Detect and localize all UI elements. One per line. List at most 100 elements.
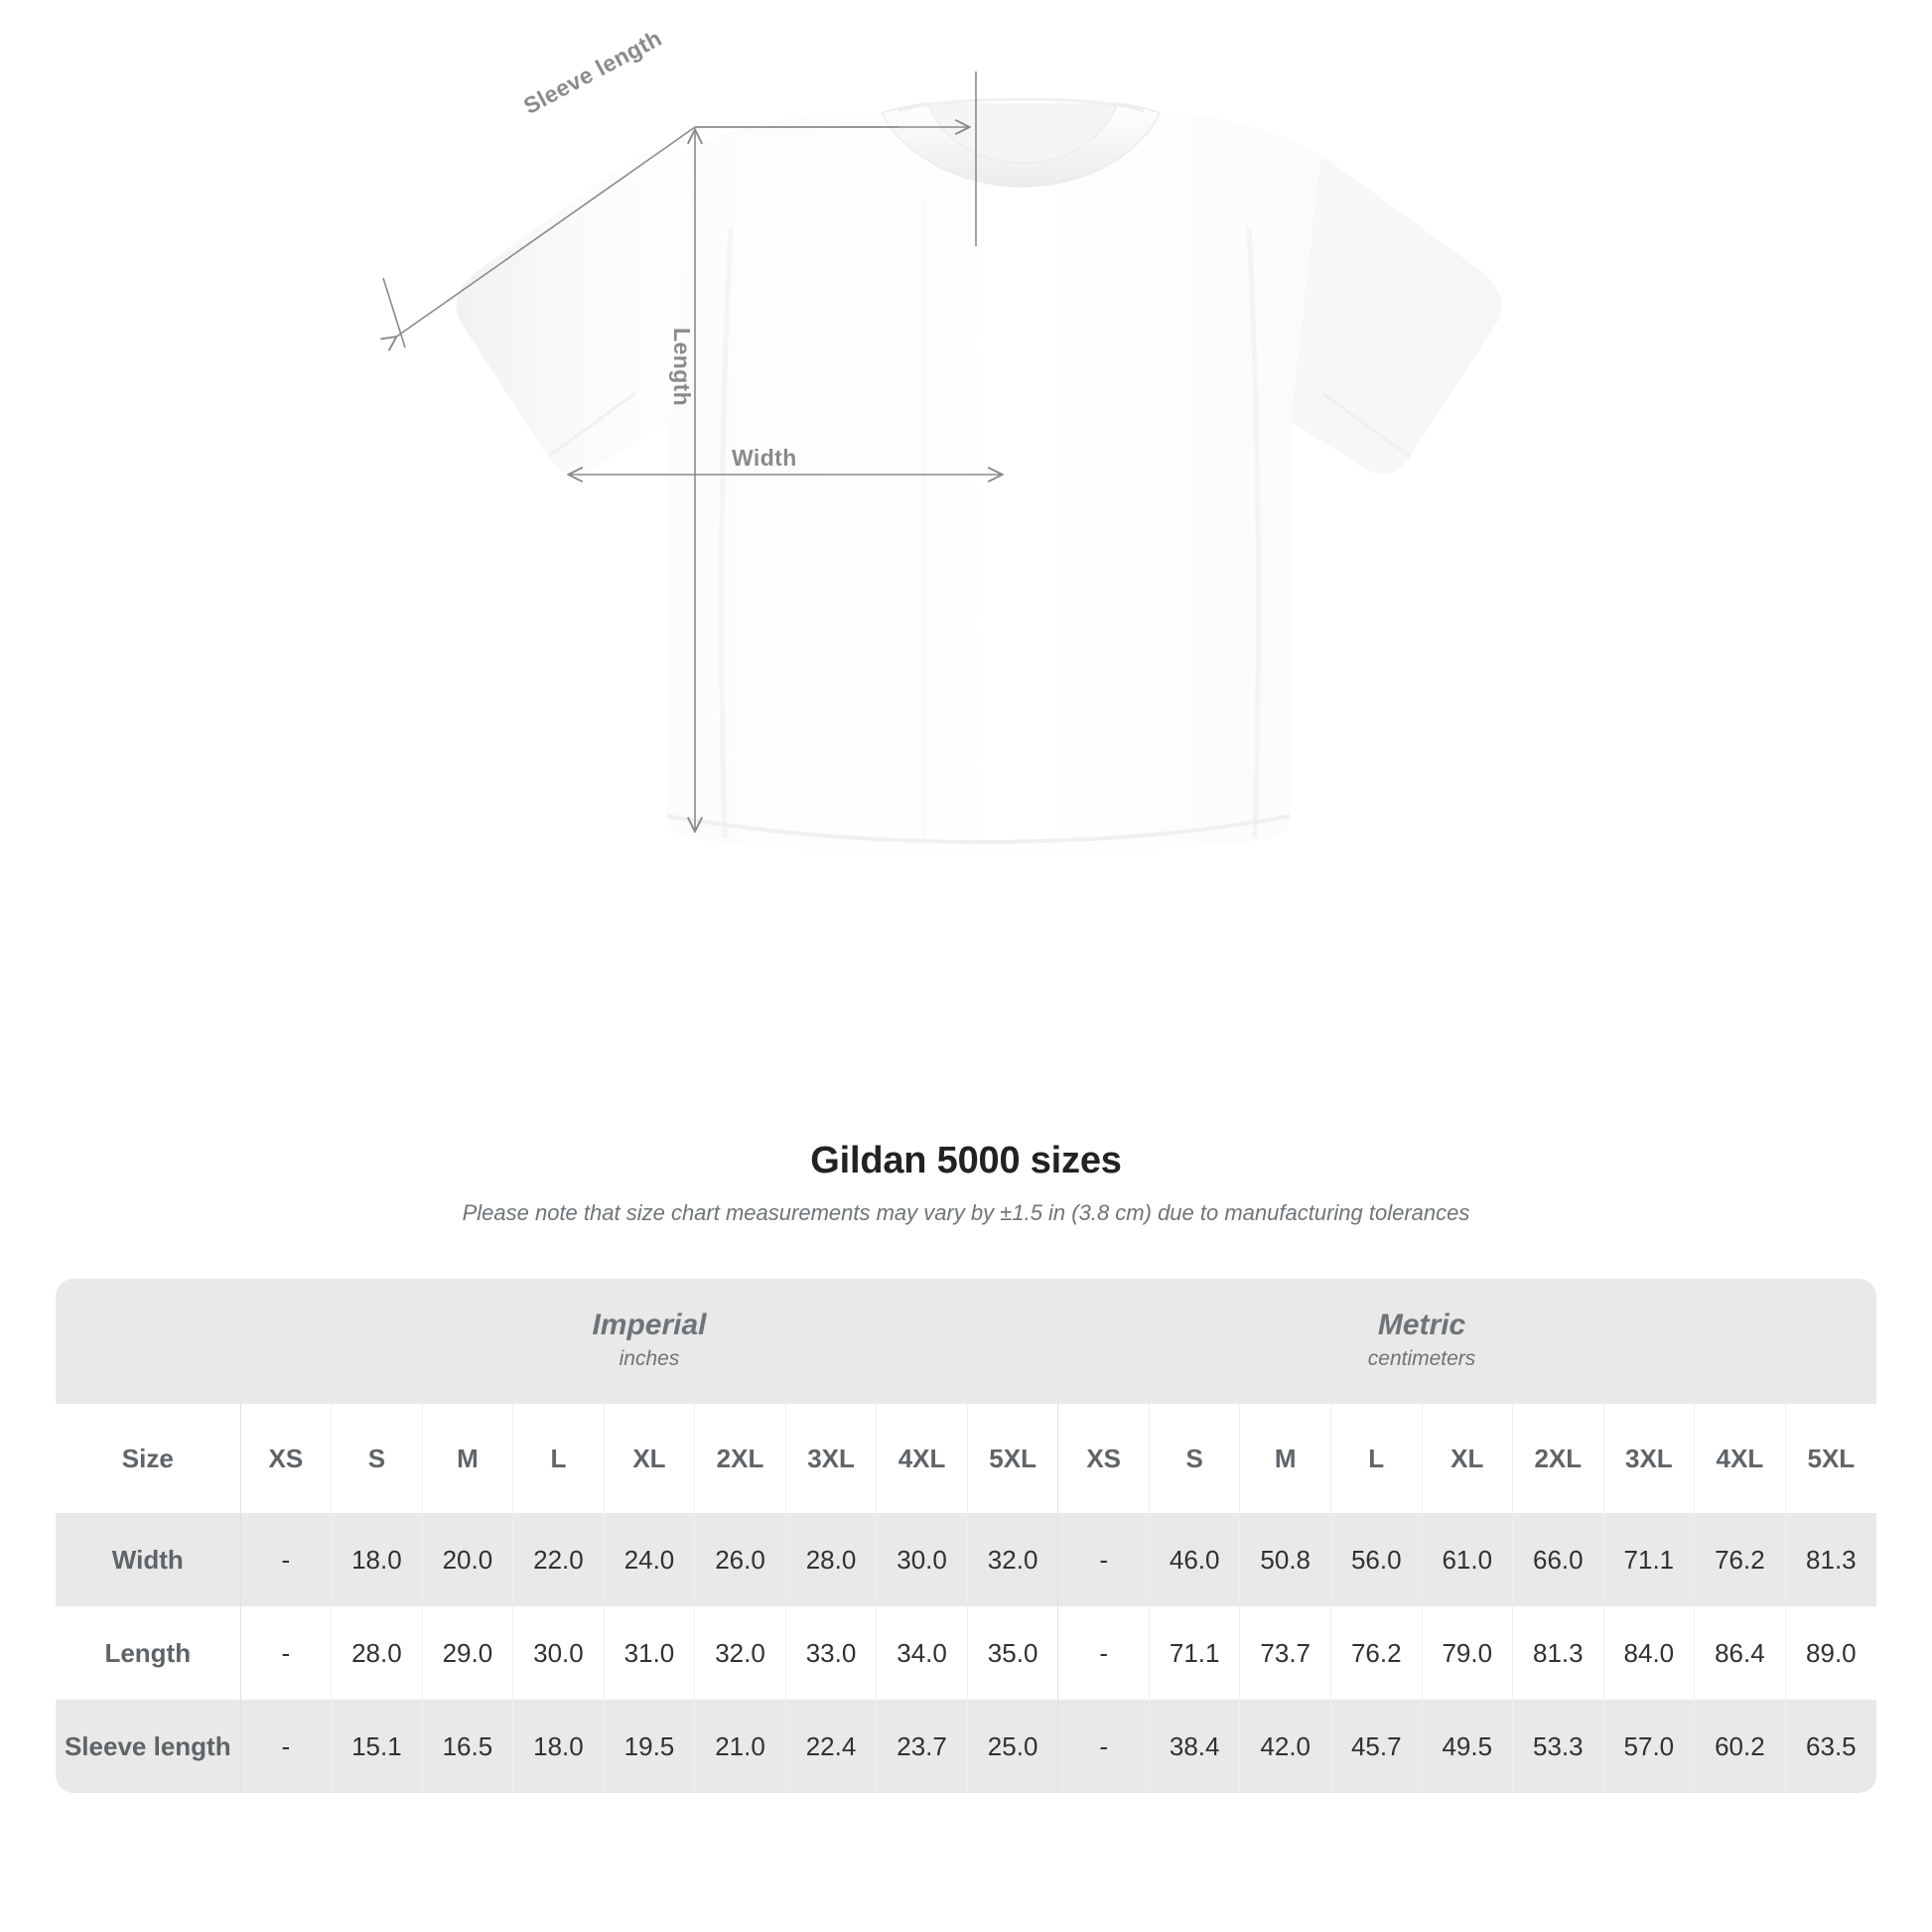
cell-length-imperial-5xl: 35.0 (966, 1606, 1058, 1700)
tolerance-note: Please note that size chart measurements… (462, 1200, 1470, 1225)
row-label-width: Width (56, 1513, 241, 1606)
cell-sleeve-metric-xs: - (1057, 1700, 1150, 1793)
unit-group-metric: Metric centimeters (1057, 1279, 1786, 1404)
cell-sleeve-imperial-3xl: 22.4 (784, 1700, 877, 1793)
cell-length-imperial-4xl: 34.0 (876, 1606, 968, 1700)
cell-sleeve-metric-3xl: 57.0 (1602, 1700, 1695, 1793)
cell-length-imperial-m: 29.0 (421, 1606, 513, 1700)
cell-sleeve-metric-xl: 49.5 (1421, 1700, 1513, 1793)
cell-width-imperial-3xl: 28.0 (784, 1513, 877, 1606)
size-header-metric-2xl: 2XL (1512, 1404, 1604, 1513)
cell-width-metric-2xl: 66.0 (1512, 1513, 1604, 1606)
cell-sleeve-metric-2xl: 53.3 (1512, 1700, 1604, 1793)
cell-length-imperial-2xl: 32.0 (694, 1606, 786, 1700)
tshirt-garment (456, 97, 1502, 855)
size-header-imperial-4xl: 4XL (876, 1404, 968, 1513)
size-header-metric-s: S (1148, 1404, 1240, 1513)
cell-sleeve-metric-4xl: 60.2 (1694, 1700, 1786, 1793)
unit-group-metric-sub: centimeters (1367, 1346, 1476, 1370)
cell-sleeve-imperial-s: 15.1 (331, 1700, 423, 1793)
cell-length-metric-5xl: 89.0 (1784, 1606, 1876, 1700)
size-header-metric-xl: XL (1421, 1404, 1513, 1513)
cell-sleeve-imperial-xl: 19.5 (603, 1700, 695, 1793)
cell-width-metric-s: 46.0 (1148, 1513, 1240, 1606)
cell-length-metric-m: 73.7 (1239, 1606, 1331, 1700)
table-row: Length - 28.0 29.0 30.0 31.0 32.0 33.0 3… (56, 1606, 1876, 1700)
size-header-imperial-m: M (421, 1404, 513, 1513)
unit-group-metric-name: Metric (1377, 1309, 1466, 1341)
size-header-imperial-5xl: 5XL (966, 1404, 1058, 1513)
cell-length-imperial-3xl: 33.0 (784, 1606, 877, 1700)
cell-length-metric-4xl: 86.4 (1694, 1606, 1786, 1700)
size-header-imperial-2xl: 2XL (694, 1404, 786, 1513)
cell-width-metric-m: 50.8 (1239, 1513, 1331, 1606)
cell-width-imperial-xl: 24.0 (603, 1513, 695, 1606)
unit-band-row: Imperial inches Metric centimeters (56, 1279, 1876, 1404)
width-annotation-label: Width (732, 445, 797, 471)
cell-length-imperial-xs: - (239, 1606, 332, 1700)
tshirt-diagram: Sleeve length Length Width (380, 24, 1502, 855)
cell-sleeve-imperial-2xl: 21.0 (694, 1700, 786, 1793)
size-header-metric-xs: XS (1057, 1404, 1150, 1513)
size-header-metric-4xl: 4XL (1694, 1404, 1786, 1513)
cell-width-metric-5xl: 81.3 (1784, 1513, 1876, 1606)
size-header-imperial-xl: XL (603, 1404, 695, 1513)
size-header-row: Size XS S M L XL 2XL 3XL 4XL 5XL XS S M … (56, 1404, 1876, 1513)
cell-sleeve-imperial-5xl: 25.0 (966, 1700, 1058, 1793)
cell-width-imperial-5xl: 32.0 (966, 1513, 1058, 1606)
unit-group-imperial-sub: inches (619, 1346, 680, 1370)
page-title: Gildan 5000 sizes (810, 1140, 1122, 1181)
unit-band-spacer (56, 1279, 241, 1404)
unit-band-spacer-right (1785, 1279, 1876, 1404)
cell-width-imperial-m: 20.0 (421, 1513, 513, 1606)
cell-length-metric-3xl: 84.0 (1602, 1606, 1695, 1700)
size-header-imperial-xs: XS (239, 1404, 332, 1513)
measurement-annotations (383, 71, 1001, 830)
size-header-imperial-l: L (512, 1404, 605, 1513)
size-header-metric-3xl: 3XL (1602, 1404, 1695, 1513)
cell-width-imperial-2xl: 26.0 (694, 1513, 786, 1606)
unit-group-imperial-name: Imperial (592, 1309, 707, 1341)
cell-width-metric-4xl: 76.2 (1694, 1513, 1786, 1606)
cell-sleeve-imperial-l: 18.0 (512, 1700, 605, 1793)
size-header-metric-l: L (1329, 1404, 1423, 1513)
cell-width-imperial-xs: - (239, 1513, 332, 1606)
cell-sleeve-metric-m: 42.0 (1239, 1700, 1331, 1793)
cell-length-imperial-xl: 31.0 (603, 1606, 695, 1700)
cell-width-metric-xl: 61.0 (1421, 1513, 1513, 1606)
size-header-metric-5xl: 5XL (1784, 1404, 1876, 1513)
size-header-imperial-3xl: 3XL (784, 1404, 877, 1513)
length-annotation-label: Length (669, 328, 695, 407)
cell-sleeve-imperial-m: 16.5 (421, 1700, 513, 1793)
cell-sleeve-metric-l: 45.7 (1329, 1700, 1423, 1793)
row-label-length: Length (56, 1606, 241, 1700)
cell-length-imperial-s: 28.0 (331, 1606, 423, 1700)
size-table-wrapper: Imperial inches Metric centimeters Size … (56, 1279, 1876, 1793)
size-table: Imperial inches Metric centimeters Size … (56, 1279, 1876, 1793)
cell-length-imperial-l: 30.0 (512, 1606, 605, 1700)
cell-width-metric-l: 56.0 (1329, 1513, 1423, 1606)
cell-sleeve-imperial-4xl: 23.7 (876, 1700, 968, 1793)
size-header-imperial-s: S (331, 1404, 423, 1513)
cell-width-imperial-4xl: 30.0 (876, 1513, 968, 1606)
cell-length-metric-xl: 79.0 (1421, 1606, 1513, 1700)
cell-width-metric-xs: - (1057, 1513, 1150, 1606)
cell-length-metric-l: 76.2 (1329, 1606, 1423, 1700)
cell-length-metric-xs: - (1057, 1606, 1150, 1700)
cell-sleeve-metric-s: 38.4 (1148, 1700, 1240, 1793)
cell-length-metric-2xl: 81.3 (1512, 1606, 1604, 1700)
cell-width-imperial-l: 22.0 (512, 1513, 605, 1606)
cell-width-metric-3xl: 71.1 (1602, 1513, 1695, 1606)
unit-group-imperial: Imperial inches (240, 1279, 1058, 1404)
cell-sleeve-imperial-xs: - (239, 1700, 332, 1793)
cell-sleeve-metric-5xl: 63.5 (1784, 1700, 1876, 1793)
size-header-metric-m: M (1239, 1404, 1331, 1513)
size-header-label: Size (56, 1404, 241, 1513)
row-label-sleeve-length: Sleeve length (56, 1700, 241, 1793)
table-row: Sleeve length - 15.1 16.5 18.0 19.5 21.0… (56, 1700, 1876, 1793)
table-row: Width - 18.0 20.0 22.0 24.0 26.0 28.0 30… (56, 1513, 1876, 1606)
chart-header: Gildan 5000 sizes Please note that size … (0, 1140, 1932, 1226)
cell-width-imperial-s: 18.0 (331, 1513, 423, 1606)
cell-length-metric-s: 71.1 (1148, 1606, 1240, 1700)
